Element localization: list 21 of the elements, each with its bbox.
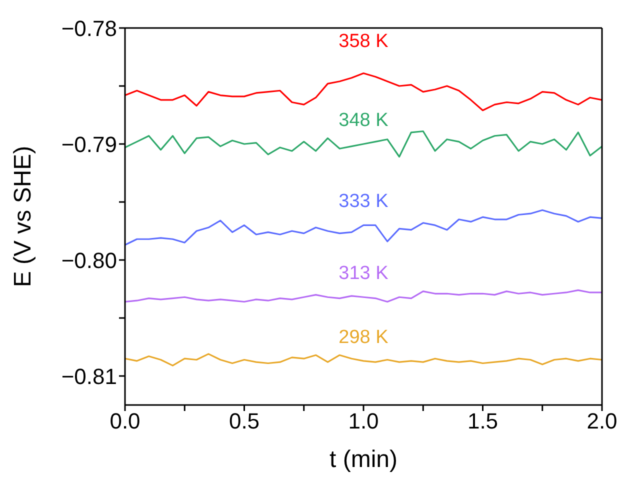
y-tick-label: −0.78 [61, 16, 117, 41]
series-label: 348 K [338, 110, 389, 131]
series-label: 298 K [338, 326, 389, 348]
x-axis-title: t (min) [330, 446, 398, 473]
x-tick-label: 0.0 [110, 408, 140, 434]
line-series [125, 209, 602, 246]
line-series [125, 130, 602, 158]
line-series [125, 72, 602, 112]
y-axis-title: E (V vs SHE) [10, 146, 37, 288]
x-tick-label: 1.5 [467, 408, 498, 434]
series-label: 313 K [338, 263, 389, 284]
x-tick-label: 2.0 [586, 408, 618, 434]
y-tick-label: −0.80 [61, 248, 117, 273]
series-label: 358 K [338, 31, 389, 52]
x-tick-label: 1.0 [348, 408, 379, 434]
x-tick-label: 0.5 [228, 408, 260, 434]
series-label: 333 K [338, 191, 389, 212]
line-series [125, 289, 602, 303]
line-series [125, 353, 602, 366]
y-tick-label: −0.79 [61, 132, 117, 157]
y-tick-label: −0.81 [61, 364, 117, 389]
